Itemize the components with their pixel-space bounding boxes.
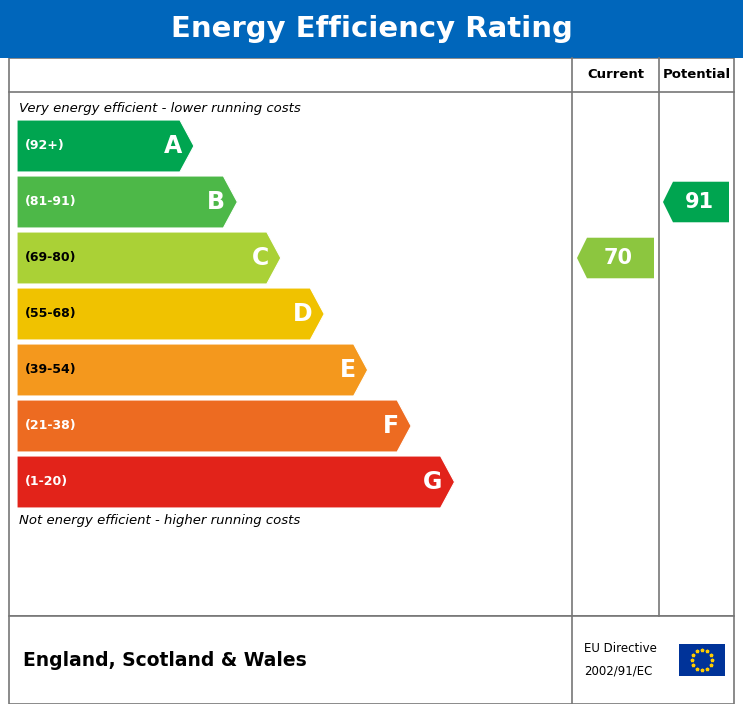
Text: Energy Efficiency Rating: Energy Efficiency Rating <box>171 15 572 43</box>
Text: (55-68): (55-68) <box>25 308 77 320</box>
Text: Very energy efficient - lower running costs: Very energy efficient - lower running co… <box>19 102 301 115</box>
Text: D: D <box>293 302 312 326</box>
Text: (21-38): (21-38) <box>25 420 77 432</box>
Polygon shape <box>17 400 411 452</box>
Text: EU Directive: EU Directive <box>584 642 657 655</box>
Text: E: E <box>340 358 356 382</box>
Text: Not energy efficient - higher running costs: Not energy efficient - higher running co… <box>19 514 300 527</box>
Text: G: G <box>424 470 443 494</box>
Polygon shape <box>17 176 237 228</box>
Polygon shape <box>17 232 281 284</box>
Text: F: F <box>383 414 399 438</box>
Text: 91: 91 <box>684 192 713 212</box>
Text: C: C <box>252 246 269 270</box>
Text: (69-80): (69-80) <box>25 251 77 265</box>
Polygon shape <box>17 120 194 172</box>
Bar <box>0 0 743 58</box>
Polygon shape <box>17 456 455 508</box>
Text: Current: Current <box>587 68 644 82</box>
Bar <box>9 58 734 616</box>
Polygon shape <box>17 344 368 396</box>
Text: A: A <box>163 134 182 158</box>
Text: 70: 70 <box>604 248 633 268</box>
Text: Potential: Potential <box>663 68 730 82</box>
Bar <box>9 616 734 704</box>
Bar <box>679 644 725 676</box>
Text: (92+): (92+) <box>25 139 65 153</box>
Text: B: B <box>207 190 225 214</box>
Text: (81-91): (81-91) <box>25 196 77 208</box>
Text: (39-54): (39-54) <box>25 363 77 377</box>
Polygon shape <box>663 182 729 222</box>
Polygon shape <box>17 288 324 340</box>
Text: (1-20): (1-20) <box>25 475 68 489</box>
Polygon shape <box>577 238 654 278</box>
Text: England, Scotland & Wales: England, Scotland & Wales <box>23 650 307 670</box>
Text: 2002/91/EC: 2002/91/EC <box>584 665 652 678</box>
